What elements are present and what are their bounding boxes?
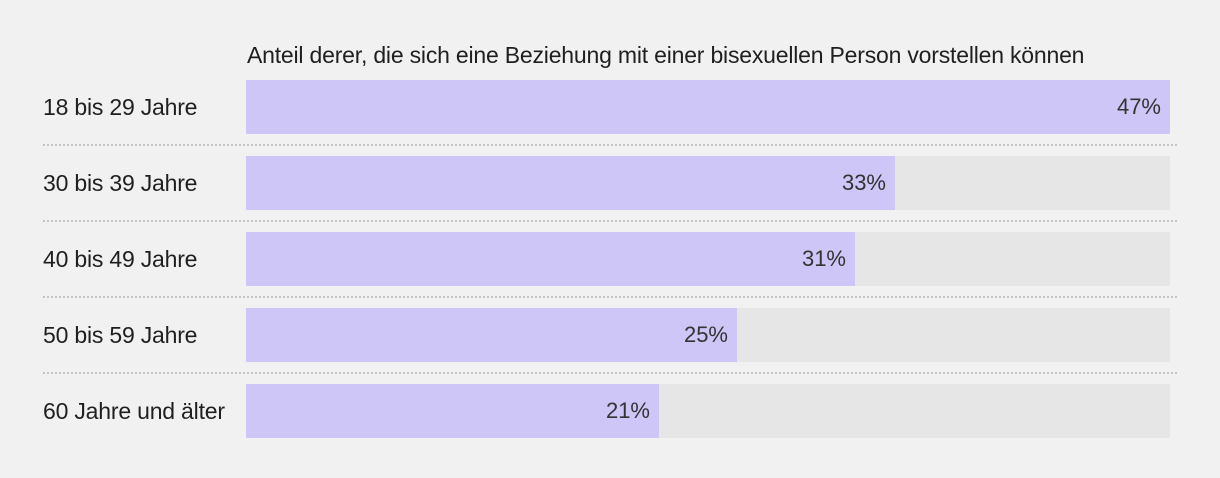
category-label: 50 bis 59 Jahre [43, 322, 198, 348]
bar-row: 30 bis 39 Jahre 33% [0, 156, 1220, 210]
row-divider [43, 144, 1177, 146]
category-label: 40 bis 49 Jahre [43, 246, 198, 272]
chart-title: Anteil derer, die sich eine Beziehung mi… [247, 42, 1085, 68]
bar [246, 80, 1170, 134]
data-label: 47% [1116, 94, 1161, 119]
bar-row: 50 bis 59 Jahre 25% [0, 308, 1220, 362]
row-divider [43, 372, 1177, 374]
bar [246, 232, 855, 286]
bar-row: 18 bis 29 Jahre 47% [0, 80, 1220, 134]
bar-track: 31% [246, 232, 1170, 286]
category-label: 30 bis 39 Jahre [43, 170, 198, 196]
bar-row: 60 Jahre und älter 21% [0, 384, 1220, 438]
bar-track: 25% [246, 308, 1170, 362]
bar [246, 384, 659, 438]
data-label: 33% [841, 170, 886, 195]
category-label: 18 bis 29 Jahre [43, 94, 198, 120]
bar [246, 308, 737, 362]
row-divider [43, 296, 1177, 298]
row-divider [43, 220, 1177, 222]
data-label: 21% [605, 398, 650, 423]
data-label: 25% [683, 322, 728, 347]
bar-track: 21% [246, 384, 1170, 438]
bar [246, 156, 895, 210]
data-label: 31% [801, 246, 846, 271]
bar-row: 40 bis 49 Jahre 31% [0, 232, 1220, 286]
category-label: 60 Jahre und älter [43, 398, 225, 424]
bar-track: 33% [246, 156, 1170, 210]
bar-track: 47% [246, 80, 1170, 134]
